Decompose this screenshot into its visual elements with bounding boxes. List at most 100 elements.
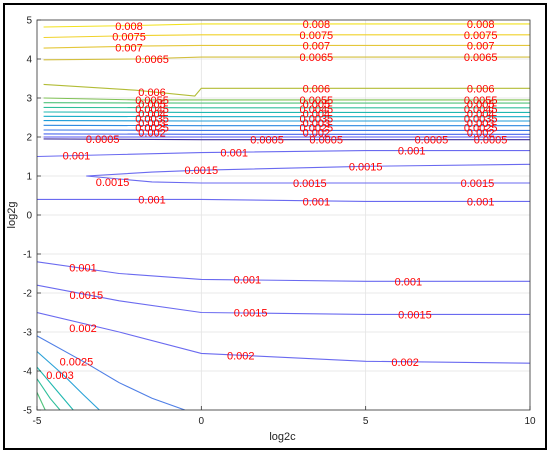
contour-label: 0.0045	[300, 104, 334, 116]
contour-label: 0.006	[467, 83, 495, 95]
contour-label: 0.0055	[135, 95, 169, 107]
contour-label: 0.003	[46, 370, 74, 382]
y-tick-label: -3	[23, 328, 32, 339]
contour-line	[86, 175, 530, 184]
contour-label: 0.002	[227, 350, 255, 362]
contour-line	[37, 378, 61, 410]
contour-label: 0.0015	[461, 178, 495, 190]
contour-line	[43, 34, 530, 39]
contour-label: 0.0005	[415, 135, 449, 147]
contour-label: 0.0025	[300, 123, 334, 135]
contour-label: 0.0025	[135, 123, 169, 135]
contour-line	[37, 150, 530, 158]
contour-label: 0.006	[303, 83, 331, 95]
contour-label: 0.0005	[474, 135, 508, 147]
contour-label: 0.008	[467, 19, 495, 31]
contour-line	[43, 83, 530, 97]
contour-label: 0.0055	[300, 95, 334, 107]
contour-label: 0.0015	[293, 178, 327, 190]
contour-label: 0.0035	[300, 113, 334, 125]
x-tick-label: 0	[199, 416, 205, 427]
y-tick-label: -2	[23, 289, 32, 300]
contour-label: 0.0035	[135, 113, 169, 125]
x-tick-label: 10	[524, 416, 536, 427]
contour-line	[37, 261, 530, 282]
contour-label: 0.0075	[112, 31, 146, 43]
contour-label: 0.005	[138, 99, 166, 111]
contour-label: 0.0015	[69, 290, 103, 302]
contour-label: 0.001	[303, 196, 331, 208]
contour-label: 0.0075	[300, 30, 334, 42]
contour-line	[37, 392, 46, 410]
contour-label: 0.0055	[464, 95, 498, 107]
contour-line	[37, 284, 530, 315]
contour-label: 0.001	[395, 276, 423, 288]
x-tick-label: -5	[33, 416, 42, 427]
y-tick-label: 3	[26, 94, 32, 105]
contour-label: 0.0065	[464, 52, 498, 64]
contour-label: 0.005	[303, 99, 331, 111]
contour-line	[43, 44, 530, 49]
contour-label: 0.008	[115, 21, 143, 33]
contour-label: 0.002	[138, 127, 166, 139]
contour-line	[37, 311, 530, 364]
contour-label: 0.001	[467, 196, 495, 208]
contour-label: 0.0025	[60, 356, 94, 368]
contour-label: 0.001	[63, 151, 91, 163]
contour-label: 0.002	[69, 323, 97, 335]
contour-label: 0.006	[138, 87, 166, 99]
contour-label: 0.0045	[464, 104, 498, 116]
contour-label: 0.0015	[234, 308, 268, 320]
y-tick-label: -4	[23, 367, 32, 378]
contour-line	[86, 163, 530, 177]
y-tick-label: 2	[26, 133, 32, 144]
y-tick-label: -1	[23, 250, 32, 261]
y-tick-label: 5	[26, 16, 32, 27]
x-tick-label: 5	[363, 416, 369, 427]
contour-label: 0.0045	[135, 104, 169, 116]
contour-label: 0.0025	[464, 123, 498, 135]
contour-label: 0.0015	[398, 309, 432, 321]
contour-label: 0.001	[138, 194, 166, 206]
contour-label: 0.004	[138, 109, 166, 121]
contour-label: 0.003	[467, 118, 495, 130]
contour-label: 0.004	[467, 109, 495, 121]
contour-label: 0.002	[391, 357, 419, 369]
contour-label: 0.007	[303, 40, 331, 52]
x-axis-label: log2c	[269, 431, 296, 443]
contour-label: 0.0065	[300, 52, 334, 64]
contour-label: 0.007	[467, 40, 495, 52]
contour-label: 0.007	[115, 42, 143, 54]
contour-label: 0.0015	[185, 165, 219, 177]
contour-label: 0.001	[234, 274, 262, 286]
contour-label: 0.0015	[349, 161, 383, 173]
contour-label: 0.002	[303, 127, 331, 139]
contour-label: 0.005	[467, 99, 495, 111]
y-tick-label: 4	[26, 55, 32, 66]
contour-label: 0.001	[398, 146, 426, 158]
contour-lines	[37, 23, 530, 410]
y-axis-label: log2g	[6, 202, 18, 229]
contour-label: 0.003	[303, 118, 331, 130]
contour-line	[37, 335, 186, 410]
contour-label: 0.001	[69, 263, 97, 275]
contour-label: 0.0005	[250, 135, 284, 147]
contour-label: 0.0035	[464, 113, 498, 125]
contour-label: 0.0005	[309, 135, 343, 147]
contour-label: 0.008	[303, 19, 331, 31]
contour-label: 0.0065	[135, 54, 169, 66]
chart-frame: 0.008 0.008 0.008 0.0075 0.0075 0.0075 0.007 0.…	[3, 3, 547, 450]
contour-label: 0.0005	[86, 134, 120, 146]
y-tick-label: 0	[26, 211, 32, 222]
contour-line	[43, 97, 530, 101]
contour-line	[37, 351, 100, 410]
contour-line	[43, 56, 530, 61]
contour-line	[43, 138, 530, 141]
contour-label: 0.0075	[464, 30, 498, 42]
contour-label: 0.002	[467, 127, 495, 139]
y-tick-label: -5	[23, 406, 32, 417]
contour-line	[37, 198, 530, 202]
contour-label: 0.0015	[96, 177, 130, 189]
contour-line	[37, 366, 74, 410]
contour-line	[43, 23, 530, 28]
